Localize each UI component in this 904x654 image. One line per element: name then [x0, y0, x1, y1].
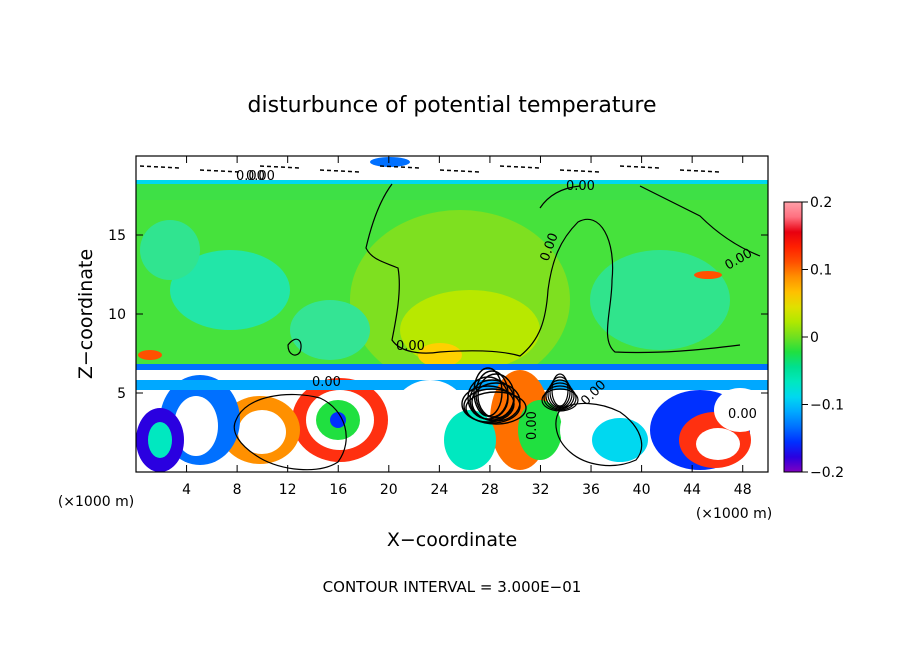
- contour-lines: [233, 183, 761, 471]
- y-tick-label: 15: [108, 228, 126, 244]
- contour-interval-note: CONTOUR INTERVAL = 3.000E−01: [323, 578, 582, 596]
- field-feature: [136, 380, 768, 390]
- x-tick-label: 32: [532, 482, 550, 498]
- field-feature: [370, 157, 410, 167]
- contour-label: 0.00: [236, 169, 265, 184]
- x-tick-label: 44: [683, 482, 701, 498]
- colorbar-tick-label: 0.1: [810, 263, 832, 279]
- field-feature: [330, 412, 346, 428]
- contour-label: 0.00: [312, 375, 341, 390]
- field-feature: [696, 428, 740, 460]
- eddy-contour-left: [233, 393, 347, 471]
- dense-contour-ring: [463, 388, 521, 424]
- contour-label: 0.00: [728, 407, 757, 422]
- x-tick-label: 36: [582, 482, 600, 498]
- colorbar-tick-label: 0: [810, 330, 819, 346]
- dense-contour-ring: [461, 385, 515, 423]
- dense-contour-ring: [543, 385, 577, 411]
- dense-contour-ring: [541, 388, 579, 412]
- x-tick-label: 8: [233, 482, 242, 498]
- cool-region-mid: [290, 300, 370, 360]
- x-tick-label: 24: [430, 482, 448, 498]
- eddy-contour-right: [555, 402, 643, 467]
- dense-contour-ring: [549, 376, 571, 408]
- x-tick-label: 48: [734, 482, 752, 498]
- dense-contour-cluster: [139, 165, 721, 425]
- field-feature: [518, 400, 562, 460]
- x-tick-label: 16: [329, 482, 347, 498]
- x-axis-title: X−coordinate: [387, 529, 517, 551]
- boundary-layer-edge: [136, 364, 768, 370]
- zero-contour: [365, 183, 741, 357]
- colorbar-ticks: 0.2 0.1 0 −0.1 −0.2: [802, 195, 844, 481]
- cool-region-left: [170, 250, 290, 330]
- colorbar-tick-label: 0.2: [810, 195, 832, 211]
- x-axis: 4 8 12 16 20 24 28 32 36 40 44 48: [182, 156, 752, 498]
- field-feature: [238, 410, 286, 454]
- top-boundary-band: [136, 156, 768, 184]
- colorbar-tick-label: −0.2: [810, 465, 844, 481]
- colorbar-tick-label: −0.1: [810, 398, 844, 414]
- contour-label: 0.00: [396, 339, 425, 354]
- x-tick-label: 40: [633, 482, 651, 498]
- y-tick-label: 5: [117, 386, 126, 402]
- zero-contour-top: [539, 185, 581, 209]
- dense-contour-ring: [465, 391, 527, 425]
- zero-contour-upper-right: [639, 185, 761, 257]
- chart-title: disturbunce of potential temperature: [248, 93, 657, 118]
- field-feature: [444, 410, 496, 470]
- y-tick-label: 10: [108, 307, 126, 323]
- contour-label: 0.00: [525, 411, 540, 440]
- colorbar: [783, 201, 803, 473]
- x-unit-label-right: (×1000 m): [696, 506, 772, 522]
- x-tick-label: 28: [481, 482, 499, 498]
- dense-contour-ring: [547, 379, 573, 409]
- dense-contour-ring: [545, 382, 575, 410]
- x-tick-label: 4: [182, 482, 191, 498]
- contour-label: 0.00: [566, 179, 595, 194]
- field-feature: [714, 388, 766, 432]
- small-contour-loop: [287, 338, 302, 356]
- field-feature: [148, 422, 172, 458]
- field-feature: [694, 271, 722, 279]
- cool-region-far-left: [140, 220, 200, 280]
- plot-area: 0.000.000.000.000.00 0.000.000.000.000.00: [136, 156, 768, 472]
- y-axis: 5 10 15: [108, 228, 768, 402]
- field-feature: [592, 418, 648, 462]
- x-tick-label: 20: [380, 482, 398, 498]
- y-axis-title: Z−coordinate: [75, 249, 97, 379]
- field-feature: [174, 396, 218, 456]
- top-boundary-line: [136, 180, 768, 184]
- warm-peak-region: [418, 343, 462, 367]
- field-feature: [138, 350, 162, 360]
- contour-label: 0.00: [246, 169, 275, 184]
- x-unit-label-left: (×1000 m): [58, 494, 134, 510]
- x-tick-label: 12: [279, 482, 297, 498]
